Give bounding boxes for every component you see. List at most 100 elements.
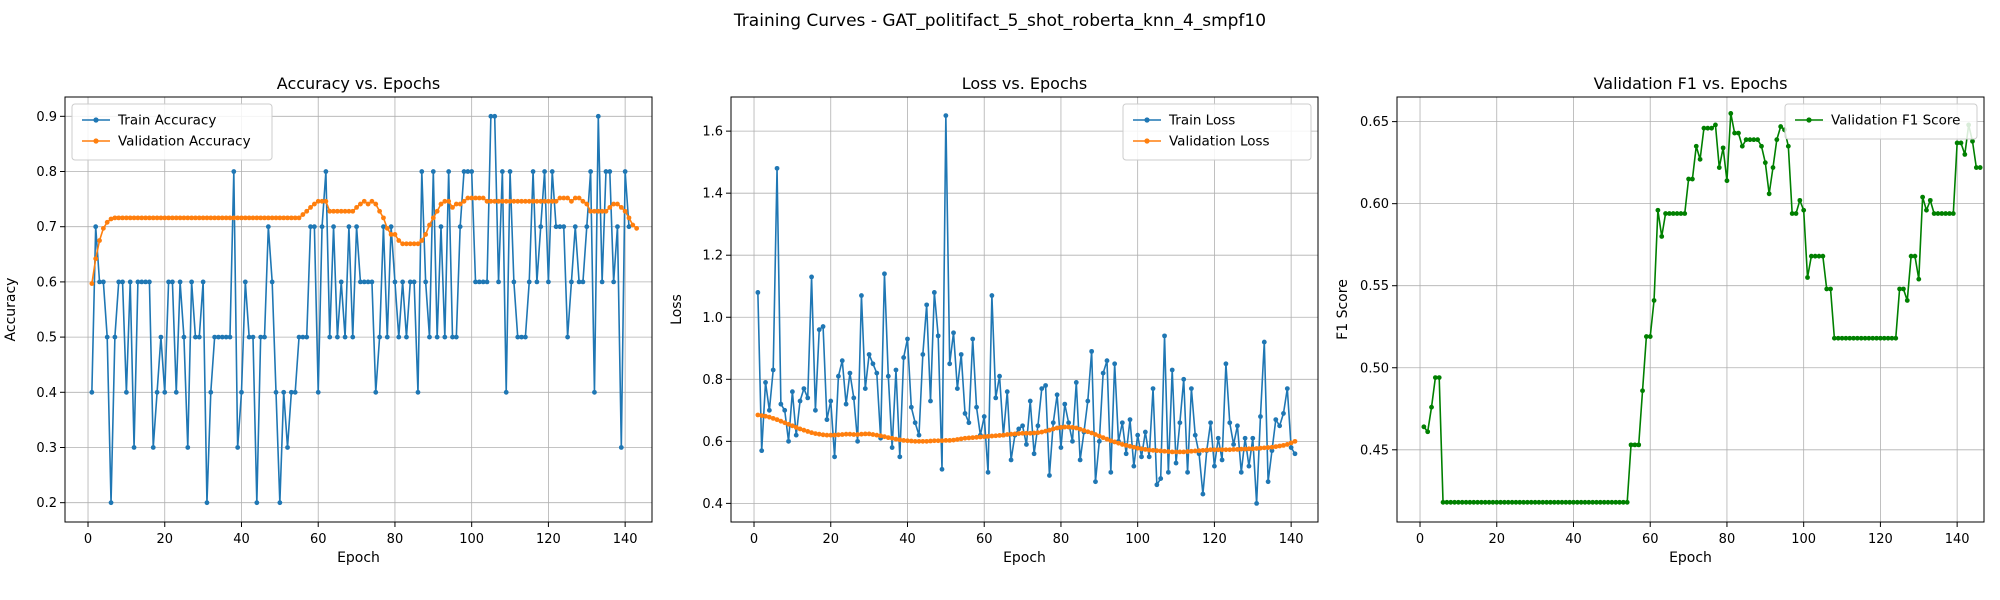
data-point <box>1455 499 1461 505</box>
data-point <box>503 198 509 204</box>
plot-frame <box>1396 96 1985 523</box>
data-point <box>170 279 175 285</box>
x-tick-label: 120 <box>1868 532 1893 547</box>
data-point <box>1594 499 1599 505</box>
data-point <box>576 195 582 201</box>
data-point <box>813 407 818 413</box>
data-point <box>1793 211 1799 216</box>
data-point <box>265 215 271 221</box>
data-point <box>193 334 198 340</box>
data-point <box>1227 420 1233 426</box>
data-point <box>1651 298 1657 303</box>
data-point <box>885 435 891 441</box>
data-point <box>546 279 551 285</box>
data-point <box>832 432 837 438</box>
data-point <box>250 334 256 340</box>
data-point <box>1490 499 1496 505</box>
data-point <box>618 204 624 210</box>
data-point <box>112 215 118 221</box>
data-point <box>592 208 597 214</box>
data-point <box>450 204 455 210</box>
data-point <box>296 215 302 221</box>
data-point <box>1851 335 1856 341</box>
x-tick-label: 40 <box>1565 532 1582 547</box>
data-point <box>1173 449 1179 455</box>
data-point <box>595 208 601 214</box>
data-point <box>158 334 164 340</box>
x-tick-label: 60 <box>976 532 993 547</box>
data-point <box>323 169 329 174</box>
data-point <box>1150 386 1156 392</box>
legend-swatch-marker <box>93 117 99 123</box>
data-point <box>870 432 876 437</box>
x-tick-label: 40 <box>233 532 250 547</box>
data-point <box>392 279 398 285</box>
data-point <box>185 445 191 450</box>
data-point <box>1016 426 1022 432</box>
data-point <box>778 401 784 407</box>
x-tick-label: 120 <box>536 532 561 547</box>
data-point <box>239 215 244 221</box>
data-point <box>258 215 264 221</box>
data-point <box>166 279 171 285</box>
data-point <box>189 279 195 285</box>
data-point <box>1162 448 1167 454</box>
data-point <box>177 215 183 221</box>
data-point <box>1258 414 1263 419</box>
data-point <box>446 169 452 174</box>
data-point <box>809 274 814 280</box>
data-point <box>453 334 459 340</box>
data-point <box>1165 449 1171 454</box>
data-point <box>1131 444 1137 450</box>
legend: Train Loss Validation Loss <box>1122 103 1312 161</box>
data-point <box>381 224 386 230</box>
x-tick-label: 140 <box>613 532 638 547</box>
data-point <box>1931 211 1937 216</box>
data-point <box>93 256 99 262</box>
data-point <box>273 215 279 221</box>
data-point <box>1096 433 1102 439</box>
data-point <box>204 500 210 506</box>
data-point <box>127 279 133 285</box>
data-point <box>1119 420 1125 426</box>
data-point <box>480 195 486 201</box>
data-point <box>1808 253 1814 259</box>
data-point <box>1242 435 1248 441</box>
accuracy-chart: 0 20 40 60 80 100 120 140 0.2 0.3 0.4 0.5 0.6 0.7 0.8 0… <box>3 74 653 566</box>
x-tick-label: 80 <box>1719 532 1736 547</box>
plot-frame <box>64 96 653 523</box>
data-point <box>415 241 421 247</box>
data-point <box>759 413 765 418</box>
data-point <box>1432 375 1438 380</box>
legend: Validation F1 Score <box>1784 103 1978 140</box>
data-point <box>1970 138 1975 144</box>
data-point <box>1574 499 1580 505</box>
data-point <box>515 334 521 340</box>
data-point <box>1100 370 1106 376</box>
data-point <box>277 215 283 221</box>
x-tick-label: 0 <box>750 532 758 547</box>
data-point <box>1135 445 1141 451</box>
data-point <box>962 435 968 441</box>
data-point <box>154 215 160 221</box>
y-axis-label: Loss <box>669 294 685 325</box>
data-point <box>369 198 375 204</box>
data-point <box>1459 499 1465 505</box>
data-point <box>981 414 987 419</box>
data-point <box>1254 446 1260 451</box>
data-point <box>400 279 406 285</box>
data-point <box>1131 463 1137 469</box>
data-point <box>369 279 375 285</box>
data-point <box>1031 430 1037 436</box>
y-tick-label: 1.6 <box>702 125 723 140</box>
data-point <box>882 271 887 277</box>
data-point <box>1142 429 1148 435</box>
data-point <box>116 215 122 221</box>
y-tick-label: 0.4 <box>36 386 57 401</box>
data-point <box>1181 449 1187 455</box>
data-point <box>1751 137 1757 143</box>
legend: Train Accuracy Validation Accuracy <box>71 103 273 161</box>
data-point <box>150 445 156 450</box>
data-point <box>939 438 945 444</box>
data-point <box>580 198 586 204</box>
